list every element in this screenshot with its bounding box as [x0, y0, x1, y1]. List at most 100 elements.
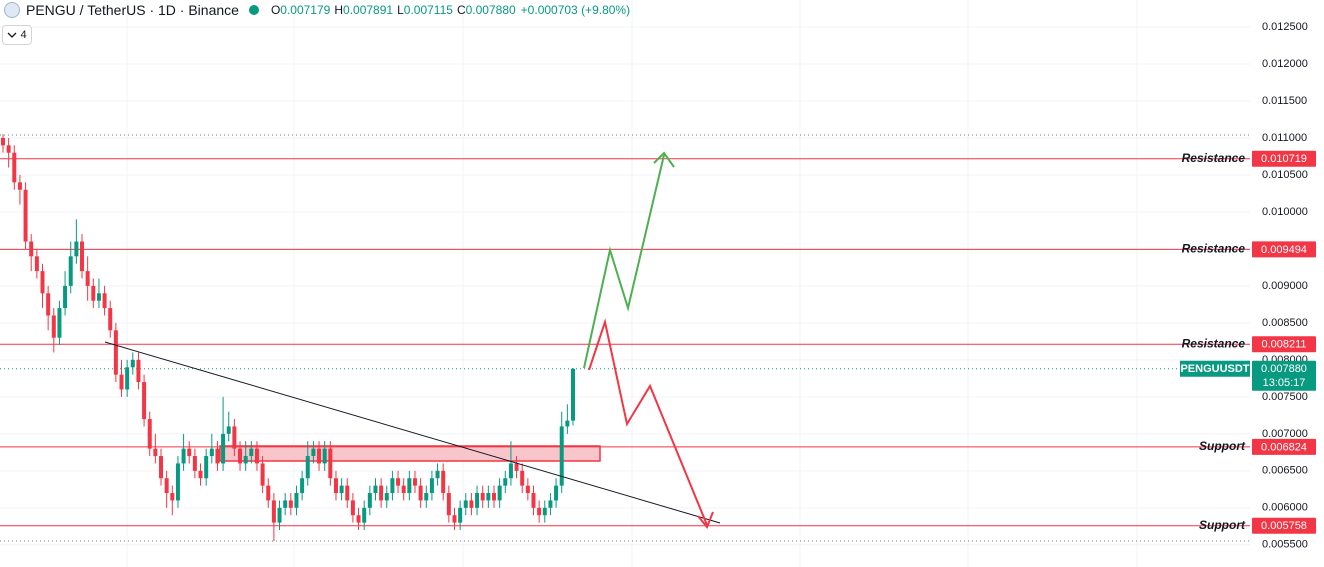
candle-body	[463, 500, 468, 508]
candle-body	[311, 448, 316, 457]
candle-body	[57, 308, 62, 338]
candle-body	[435, 470, 440, 479]
candle-body	[136, 359, 141, 383]
countdown: 13:05:17	[1263, 377, 1306, 389]
candle-body	[559, 426, 564, 486]
symbol-icon	[4, 2, 20, 18]
header: PENGU / TetherUS · 1D · Binance O 0.00717…	[0, 0, 630, 20]
candle-body	[170, 493, 175, 501]
candle-body	[565, 420, 570, 427]
level-label: Resistance	[1182, 336, 1246, 350]
candle-body	[209, 448, 214, 457]
market-status	[248, 5, 259, 15]
bear-arrowhead	[697, 511, 714, 529]
y-tick-label: 0.012500	[1262, 21, 1308, 33]
candle-body	[429, 478, 434, 494]
candle-body	[91, 285, 96, 301]
candle-body	[554, 485, 559, 501]
trendline	[104, 341, 721, 524]
candle-body	[480, 493, 485, 501]
candle-body	[164, 478, 169, 494]
candle-body	[34, 256, 39, 272]
candle-body	[153, 448, 158, 457]
candle-body	[305, 456, 310, 479]
bear-path	[588, 318, 708, 526]
candle-body	[142, 382, 147, 420]
candle-body	[80, 241, 85, 272]
candle-body	[113, 330, 118, 375]
y-tick-label: 0.008500	[1262, 317, 1308, 329]
candle-body	[486, 493, 491, 501]
candle-body	[277, 507, 282, 523]
y-tick-label: 0.006500	[1262, 465, 1308, 477]
y-tick-label: 0.012000	[1262, 58, 1308, 70]
candle-body	[491, 493, 496, 501]
change: +0.000703 (+9.80%)	[520, 3, 631, 17]
candles	[1, 134, 575, 542]
level-tag-label: 0.006824	[1261, 441, 1307, 453]
ohlc-key: C	[456, 3, 466, 17]
ohlc-value: 0.007880	[465, 3, 516, 17]
candle-body	[520, 470, 525, 486]
level-tag	[1252, 517, 1316, 534]
candle-body	[283, 500, 288, 508]
y-tick-label: 0.010500	[1262, 169, 1308, 181]
candle-body	[260, 463, 265, 486]
candle-body	[46, 293, 51, 316]
candle-body	[401, 485, 406, 494]
candle-body	[345, 485, 350, 501]
indicator-count: 4	[20, 29, 27, 41]
ohlc-key: L	[397, 3, 404, 17]
price-axis: 0.012500 0.012000 0.011500 0.011000 0.010500…	[1262, 21, 1308, 551]
candle-body	[85, 271, 90, 286]
candle-body	[221, 433, 226, 464]
ohlc-value: 0.007179	[280, 3, 331, 17]
candle-body	[537, 507, 542, 516]
indicator-toggle[interactable]: 4	[2, 25, 32, 45]
candle-body	[108, 308, 113, 331]
candle-body	[333, 478, 338, 494]
candle-body	[441, 470, 446, 494]
candle-body	[418, 485, 423, 501]
ohlc-key: O	[270, 3, 281, 17]
demand-zone	[219, 445, 601, 462]
y-tick-label: 0.005500	[1262, 539, 1308, 551]
candle-body	[469, 500, 474, 508]
level-tag-label: 0.008211	[1261, 339, 1306, 351]
candle-body	[322, 448, 327, 464]
candle-body	[339, 485, 344, 494]
ohlc-value: 0.007891	[343, 3, 394, 17]
candle-body	[130, 359, 135, 368]
grid	[0, 0, 1250, 567]
candle-body	[63, 285, 68, 309]
candle-body	[396, 478, 401, 486]
y-tick-label: 0.011000	[1262, 132, 1307, 144]
level-label: Support	[1199, 518, 1246, 532]
level-tag-label: 0.005758	[1261, 520, 1307, 532]
candle-body	[288, 500, 293, 508]
y-tick-label: 0.007000	[1262, 428, 1308, 440]
candle-body	[238, 448, 243, 464]
symbol-tag-label: PENGUUSDT	[1180, 363, 1249, 375]
candle-body	[226, 426, 231, 434]
candle-body	[390, 478, 395, 494]
candle-body	[232, 426, 237, 449]
candle-body	[548, 500, 553, 508]
candle-body	[424, 493, 429, 501]
candle-body	[508, 463, 513, 479]
bull-arrowhead	[653, 151, 675, 168]
candle-body	[525, 485, 530, 494]
candle-body	[12, 152, 17, 183]
candle-body	[379, 485, 384, 501]
candle-body	[452, 515, 457, 523]
candle-body	[6, 145, 11, 153]
ohlc-value: 0.007115	[403, 3, 453, 17]
chevron	[7, 32, 17, 38]
candle-body	[458, 507, 463, 523]
candle-body	[51, 315, 56, 338]
candle-body	[68, 256, 73, 286]
candle-body	[74, 241, 79, 257]
candle-body	[192, 456, 197, 471]
candle-body	[271, 500, 276, 523]
